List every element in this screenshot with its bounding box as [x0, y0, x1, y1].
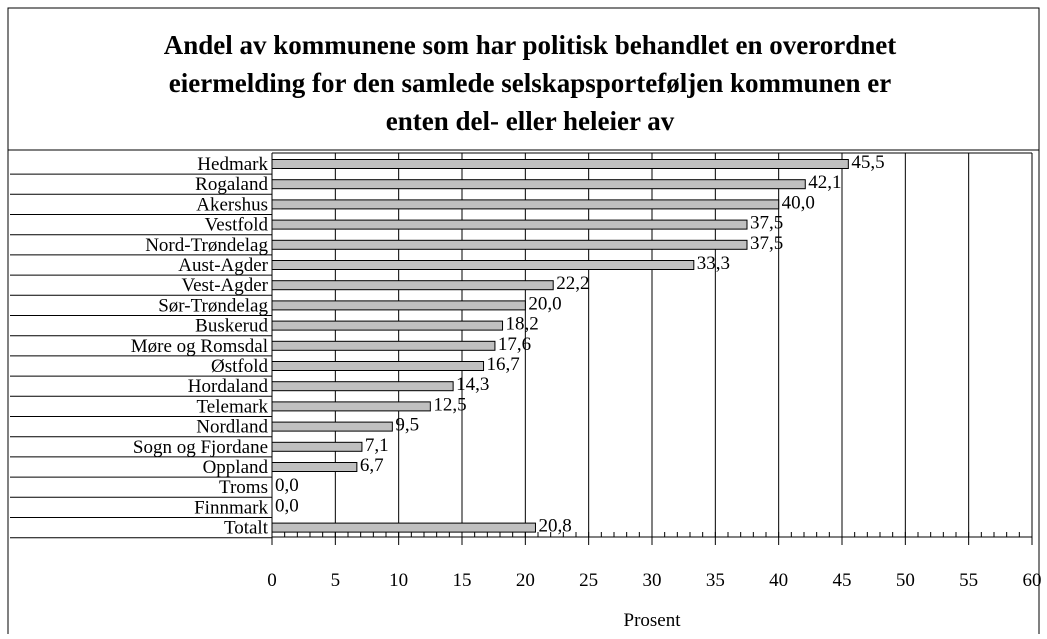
data-label: 42,1	[808, 172, 841, 193]
bar	[271, 159, 849, 169]
x-tick-label: 15	[453, 570, 472, 591]
bar	[271, 260, 695, 270]
bar	[271, 381, 454, 392]
y-tick-label: Aust-Agder	[178, 255, 268, 276]
bar	[271, 300, 526, 311]
data-label: 22,2	[556, 273, 589, 294]
x-tick-label: 35	[706, 570, 725, 591]
y-tick-label: Sogn og Fjordane	[133, 437, 268, 458]
x-tick-label: 5	[331, 570, 341, 591]
y-tick-label: Vest-Agder	[181, 275, 268, 296]
bar	[271, 199, 780, 210]
bar	[271, 401, 431, 412]
y-tick-label: Møre og Romsdal	[131, 336, 268, 357]
y-tick-label: Oppland	[203, 457, 269, 478]
data-label: 14,3	[456, 374, 489, 395]
bar	[271, 361, 485, 371]
data-label: 0,0	[275, 495, 299, 516]
y-tick-label: Totalt	[224, 518, 269, 539]
y-tick-label: Troms	[219, 477, 268, 498]
data-label: 0,0	[275, 475, 299, 496]
y-tick-label: Østfold	[211, 356, 269, 377]
x-tick-label: 10	[389, 570, 408, 591]
data-label: 45,5	[851, 152, 884, 173]
data-label: 6,7	[360, 455, 384, 476]
bar	[271, 280, 554, 291]
chart-title: eiermelding for den samlede selskapsport…	[169, 68, 891, 98]
x-tick-label: 45	[833, 570, 852, 591]
data-label: 18,2	[506, 314, 539, 335]
y-tick-label: Buskerud	[195, 316, 268, 337]
bar	[271, 219, 748, 230]
bar	[271, 522, 536, 533]
data-label: 17,6	[498, 334, 531, 355]
y-tick-label: Vestfold	[205, 215, 269, 236]
data-label: 9,5	[395, 415, 419, 436]
data-label: 16,7	[487, 354, 520, 375]
y-tick-label: Nord-Trøndelag	[145, 235, 268, 256]
bar	[271, 421, 393, 432]
x-axis-title: Prosent	[624, 610, 682, 631]
data-label: 33,3	[697, 253, 730, 274]
x-tick-label: 20	[516, 570, 535, 591]
x-tick-label: 50	[896, 570, 915, 591]
y-tick-label: Hedmark	[197, 154, 268, 175]
y-tick-label: Sør-Trøndelag	[158, 295, 268, 316]
data-label: 20,8	[538, 516, 571, 537]
chart-title: enten del- eller heleier av	[386, 106, 675, 136]
x-tick-label: 40	[769, 570, 788, 591]
bar	[271, 239, 748, 250]
bar	[271, 340, 496, 351]
y-tick-label: Rogaland	[195, 174, 268, 195]
y-tick-label: Hordaland	[188, 376, 269, 397]
data-label: 37,5	[750, 213, 783, 234]
frame	[7, 7, 1040, 639]
x-tick-label: 55	[959, 570, 978, 591]
x-tick-label: 0	[267, 570, 277, 591]
y-tick-label: Telemark	[197, 396, 269, 417]
y-tick-label: Akershus	[196, 194, 268, 215]
x-tick-label: 25	[579, 570, 598, 591]
data-label: 12,5	[433, 394, 466, 415]
y-tick-label: Nordland	[196, 417, 268, 438]
bar	[271, 179, 806, 190]
bar	[271, 320, 504, 331]
x-tick-label: 60	[1023, 570, 1042, 591]
data-label: 37,5	[750, 233, 783, 254]
data-label: 40,0	[782, 192, 815, 213]
chart-title: Andel av kommunene som har politisk beha…	[164, 30, 897, 60]
data-label: 20,0	[528, 293, 561, 314]
bar	[271, 441, 363, 452]
bar	[271, 462, 358, 472]
data-label: 7,1	[365, 435, 389, 456]
x-tick-label: 30	[643, 570, 662, 591]
y-tick-label: Finnmark	[194, 497, 268, 518]
